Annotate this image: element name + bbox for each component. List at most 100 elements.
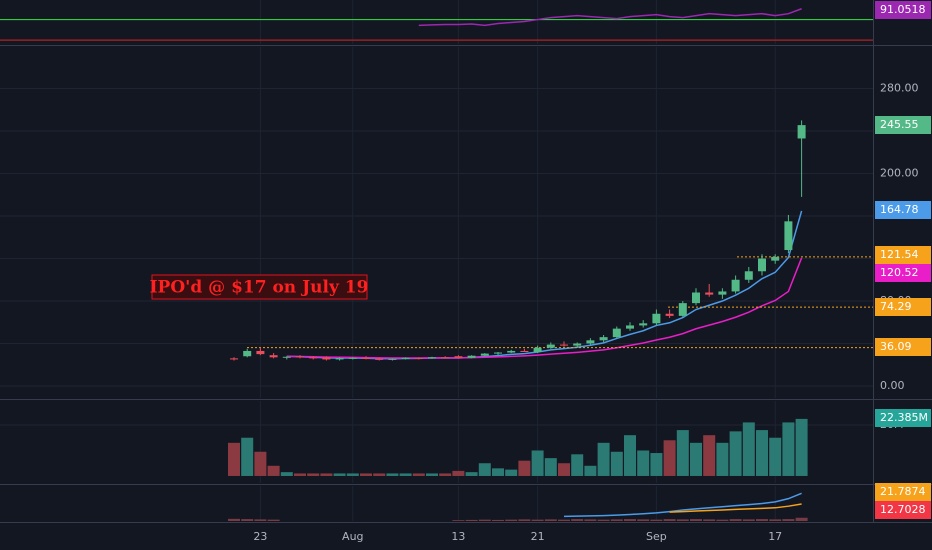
candle-body	[256, 350, 265, 355]
line-series	[669, 503, 802, 513]
y-tick-label: 0.00	[880, 379, 905, 392]
bar	[756, 519, 768, 521]
candle-body	[731, 279, 740, 292]
y-tick-label: 280.00	[880, 82, 919, 95]
bar	[597, 519, 610, 521]
line-series	[286, 257, 803, 359]
price-tag: 121.54	[875, 246, 931, 264]
bar	[637, 450, 650, 476]
price-tag-label: 121.54	[880, 248, 919, 261]
bar	[703, 435, 716, 476]
bar	[412, 473, 425, 476]
candle-body	[480, 353, 489, 356]
line-series	[563, 492, 802, 518]
x-tick-label: 17	[768, 530, 782, 543]
bar	[584, 465, 597, 476]
price-tag-box	[875, 201, 931, 219]
price-tag-label: 22.385M	[880, 411, 928, 424]
bar	[716, 442, 729, 476]
bar	[742, 422, 755, 476]
bar	[650, 519, 663, 521]
grid	[0, 0, 873, 521]
bar	[439, 473, 452, 476]
price-tag-label: 164.78	[880, 203, 919, 216]
candle-body	[507, 350, 516, 353]
annotation: IPO'd @ $17 on July 19	[150, 274, 369, 300]
price-tag-box	[875, 298, 931, 316]
x-tick-label: Sep	[646, 530, 667, 543]
bar	[518, 460, 531, 476]
candle-body	[626, 325, 634, 329]
bar	[360, 473, 372, 476]
bar	[228, 518, 240, 521]
candle-body	[414, 357, 423, 359]
bar	[663, 440, 676, 476]
bar	[729, 519, 742, 521]
bar	[267, 519, 280, 521]
price-tag-box	[875, 246, 931, 264]
candle-body	[744, 271, 753, 280]
candle-body	[612, 328, 621, 338]
line-series	[418, 8, 802, 27]
candle-body	[401, 357, 410, 359]
price-tag: 22.385M	[875, 409, 931, 427]
candle-body	[388, 358, 397, 360]
price-tag-label: 245.55	[880, 118, 919, 131]
candle-body	[494, 352, 502, 354]
candle-body	[322, 357, 331, 360]
bar	[518, 519, 531, 521]
bar	[228, 442, 240, 476]
candle-body	[296, 356, 304, 358]
candle-body	[454, 356, 463, 358]
price-tag: 12.7028	[875, 501, 931, 519]
y-tick-label: 200.00	[880, 167, 919, 180]
bar	[558, 519, 570, 521]
bar	[280, 472, 293, 476]
price-tag-box	[875, 338, 931, 356]
price-tag: 245.55	[875, 116, 931, 134]
candle-body	[282, 356, 291, 358]
bar	[769, 519, 782, 521]
price-tag: 74.29	[875, 298, 931, 316]
candle-body	[269, 355, 278, 358]
candle-body	[375, 358, 384, 360]
bar	[505, 519, 518, 521]
price-tag-box	[875, 116, 931, 134]
bar	[637, 519, 650, 521]
price-tag-label: 91.0518	[880, 3, 926, 16]
bar	[690, 519, 702, 521]
candle-body	[678, 303, 687, 316]
price-tag-label: 12.7028	[880, 503, 926, 516]
x-tick-label: 13	[451, 530, 465, 543]
candle-body	[230, 358, 238, 360]
x-tick-label: 23	[253, 530, 267, 543]
bar	[492, 519, 504, 521]
bar	[386, 473, 399, 476]
bar	[307, 473, 320, 476]
candle-body	[758, 258, 766, 272]
bar	[478, 463, 491, 476]
bar	[478, 519, 491, 521]
bar	[465, 519, 478, 521]
bar	[558, 463, 570, 476]
bar	[716, 519, 729, 521]
bar	[610, 451, 623, 476]
candle-body	[362, 357, 370, 359]
candle-body	[639, 323, 648, 326]
price-tag: 21.7874	[875, 483, 931, 501]
bar	[426, 473, 438, 476]
candle-body	[467, 355, 476, 358]
candle-body	[428, 357, 436, 359]
annotation-text: IPO'd @ $17 on July 19	[150, 278, 369, 298]
bar	[676, 430, 689, 476]
bar	[465, 472, 478, 476]
bar	[742, 519, 755, 521]
bar	[571, 454, 584, 476]
candle-body	[797, 125, 806, 139]
bar	[544, 458, 557, 476]
annotation-box	[151, 274, 368, 300]
bar	[267, 465, 280, 476]
bar	[690, 442, 702, 476]
bar	[769, 437, 782, 476]
candle-body	[599, 337, 608, 341]
